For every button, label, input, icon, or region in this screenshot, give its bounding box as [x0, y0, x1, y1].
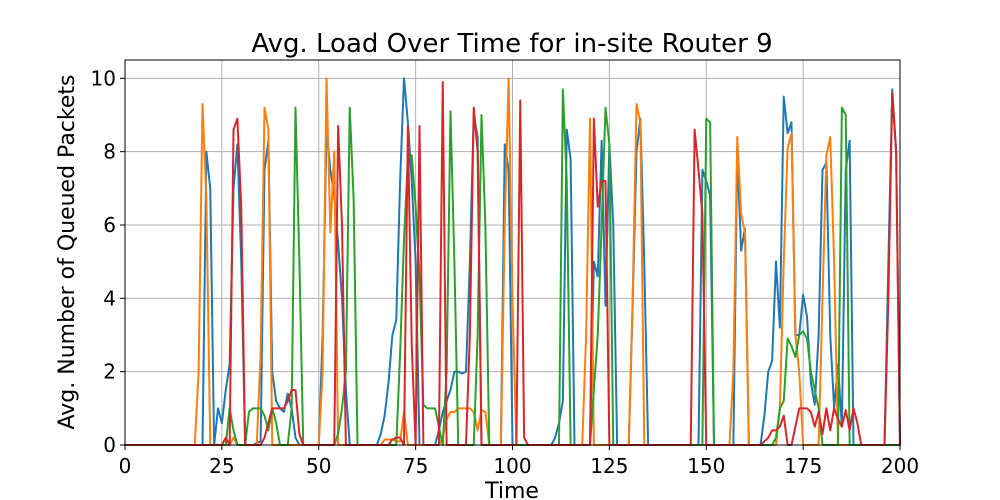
x-tick-label: 125 [590, 454, 628, 478]
y-tick-label: 2 [103, 360, 116, 384]
x-tick-label: 175 [784, 454, 822, 478]
y-tick-label: 6 [103, 213, 116, 237]
chart-title: Avg. Load Over Time for in-site Router 9 [251, 29, 772, 59]
y-tick-label: 8 [103, 140, 116, 164]
y-tick-label: 10 [91, 66, 116, 90]
y-tick-label: 0 [103, 433, 116, 457]
x-tick-label: 50 [306, 454, 331, 478]
axis-ticks: 0 25 50 75 100 125 150 175 200 0 2 4 6 8 10 [91, 66, 920, 478]
x-tick-label: 150 [687, 454, 725, 478]
x-tick-label: 100 [493, 454, 531, 478]
x-tick-label: 75 [403, 454, 428, 478]
x-tick-label: 200 [881, 454, 919, 478]
x-tick-label: 0 [119, 454, 132, 478]
y-axis-label: Avg. Number of Queued Packets [55, 75, 80, 430]
series-line-4 [124, 81, 902, 447]
x-tick-label: 25 [209, 454, 234, 478]
y-tick-label: 4 [103, 286, 116, 310]
x-axis-label: Time [484, 479, 539, 500]
